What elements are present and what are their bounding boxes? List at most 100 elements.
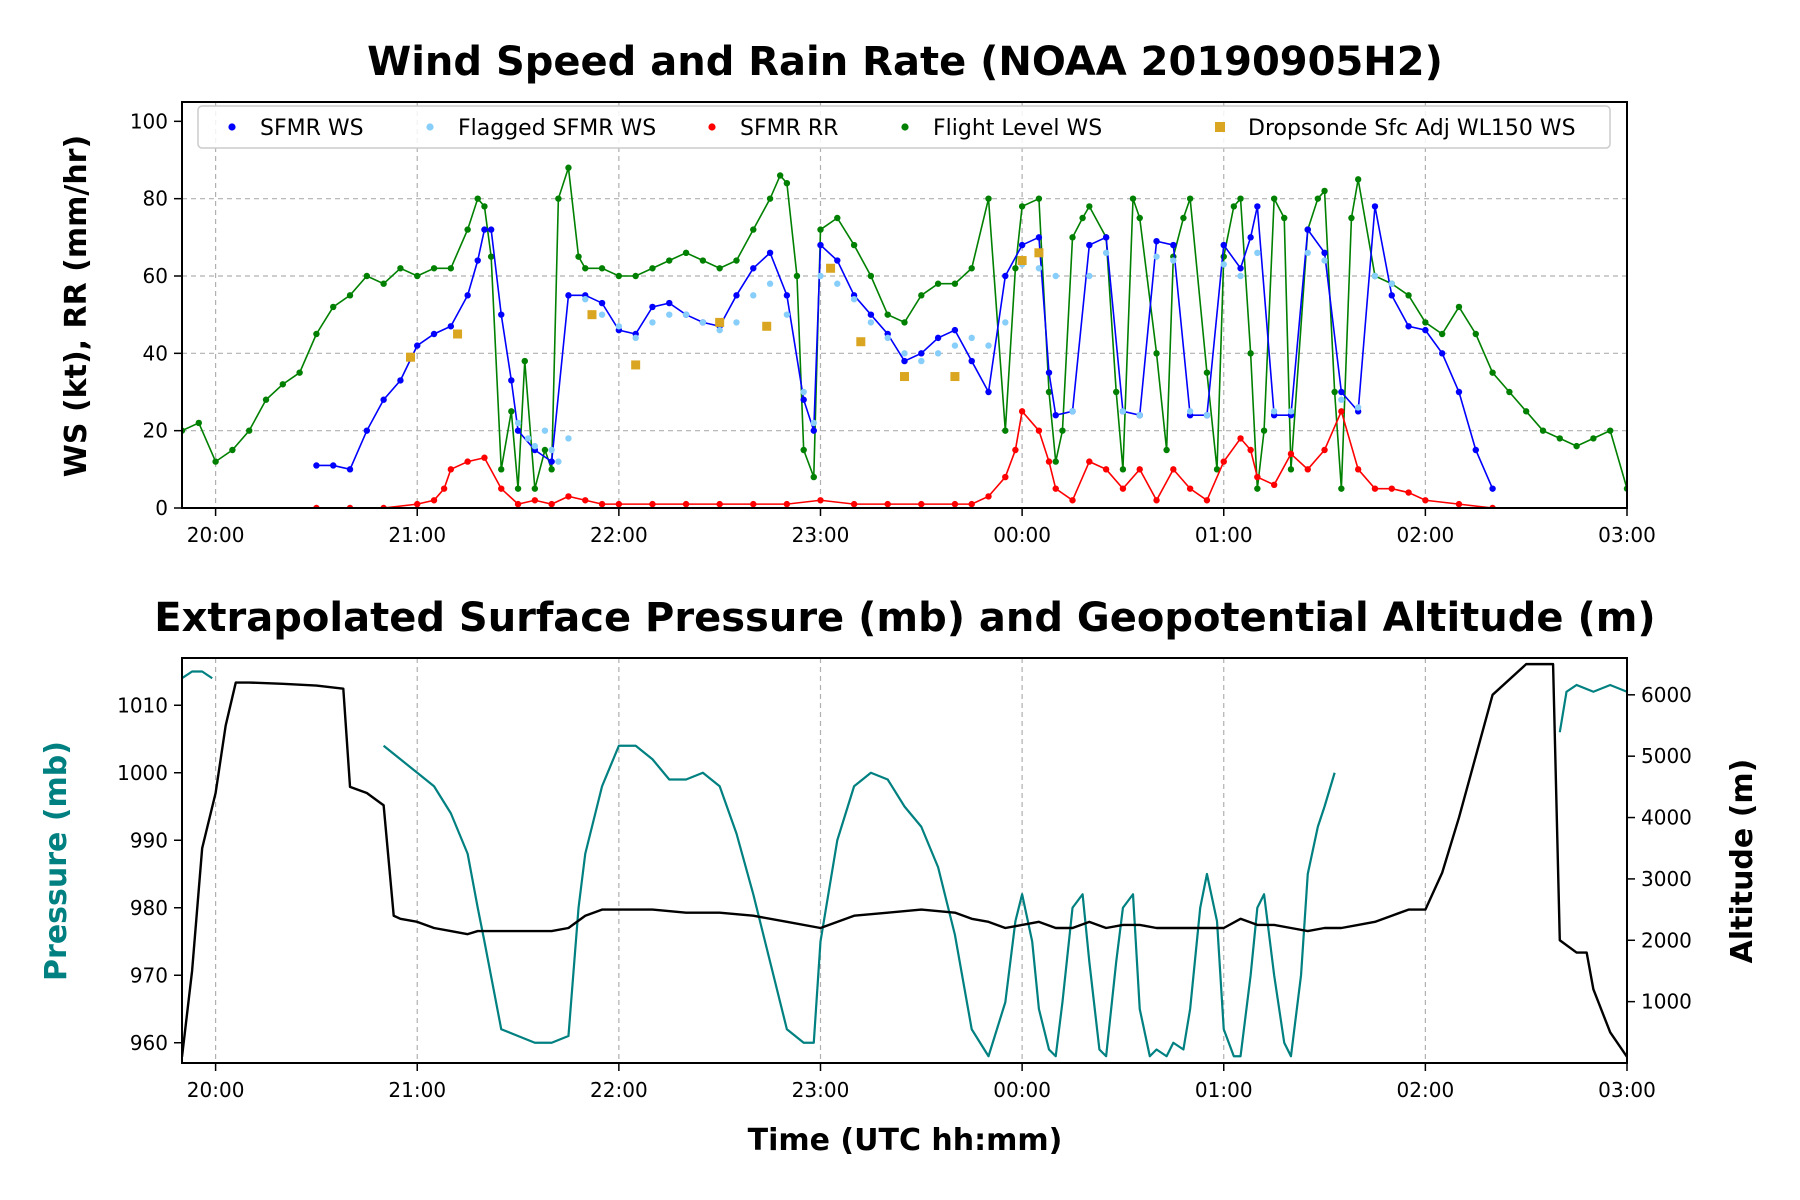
data-point — [682, 500, 690, 508]
data-point — [1237, 265, 1244, 272]
data-point — [968, 500, 975, 508]
data-point — [464, 292, 471, 299]
data-point — [1045, 458, 1053, 465]
data-point — [1136, 214, 1143, 222]
data-point — [1254, 485, 1261, 492]
data-point — [575, 253, 582, 260]
data-point — [430, 497, 438, 504]
pressure-line — [182, 670, 213, 680]
altitude-line — [182, 662, 1627, 1058]
data-point — [1405, 292, 1412, 299]
data-point — [565, 493, 572, 500]
data-point — [330, 303, 337, 311]
data-point — [430, 330, 438, 338]
data-point — [884, 334, 891, 342]
data-point — [487, 226, 495, 233]
data-point — [1170, 466, 1177, 473]
data-point — [548, 500, 555, 508]
data-point — [615, 500, 623, 508]
bottom-x-tick-label: 21:00 — [388, 1078, 446, 1102]
data-point — [649, 319, 656, 326]
data-point — [521, 357, 528, 365]
data-point — [1086, 272, 1093, 280]
data-point — [666, 311, 673, 318]
data-point — [195, 419, 203, 427]
legend-label: Flight Level WS — [933, 116, 1102, 141]
data-point — [582, 265, 589, 272]
data-point — [1354, 176, 1362, 183]
data-point — [850, 500, 858, 508]
data-point — [1203, 497, 1211, 504]
data-point — [1230, 203, 1238, 210]
data-point — [901, 319, 908, 326]
data-point — [548, 466, 555, 473]
data-point — [1102, 249, 1110, 256]
data-point — [901, 357, 908, 365]
data-point — [380, 280, 387, 287]
series-sfmr-rr — [313, 408, 1496, 508]
data-point — [1388, 292, 1395, 299]
dropsonde-point — [587, 310, 597, 320]
data-point — [1455, 388, 1463, 396]
data-point — [1254, 473, 1261, 481]
data-point — [279, 381, 287, 388]
data-point — [1321, 249, 1328, 256]
top-y-tick-label: 0 — [155, 496, 168, 520]
data-point — [1045, 369, 1053, 376]
data-point — [766, 249, 774, 256]
dropsonde-point — [900, 372, 909, 382]
data-point — [414, 272, 421, 280]
legend-marker — [228, 123, 236, 131]
data-point — [1059, 427, 1066, 434]
data-point — [867, 311, 875, 318]
data-point — [229, 446, 236, 454]
data-point — [1472, 446, 1479, 454]
top-y-tick-label: 100 — [130, 109, 168, 133]
data-point — [531, 497, 539, 504]
bottom-y-tick-label: 970 — [130, 963, 168, 987]
data-point — [313, 462, 320, 469]
data-point — [1035, 427, 1043, 434]
data-point — [934, 280, 942, 287]
data-point — [1035, 265, 1043, 272]
series-flight-level-ws — [182, 164, 1627, 492]
data-point — [1260, 427, 1268, 434]
data-point — [1304, 226, 1311, 233]
dropsonde-point — [715, 317, 725, 327]
bottom-x-tick-label: 01:00 — [1195, 1078, 1253, 1102]
data-point — [598, 500, 606, 508]
data-point — [733, 319, 740, 326]
data-point — [514, 427, 522, 434]
data-point — [498, 311, 505, 318]
bottom-right-y-tick-label: 2000 — [1641, 928, 1692, 952]
top-chart-y-label: WS (kt), RR (mm/hr) — [59, 135, 94, 477]
data-point — [1422, 326, 1429, 334]
data-point — [464, 226, 471, 233]
data-point — [531, 442, 539, 450]
data-point — [346, 292, 354, 299]
data-point — [968, 357, 975, 365]
data-point — [447, 265, 455, 272]
data-point — [1045, 388, 1053, 396]
top-chart-y-ticks: 0 20 40 60 80 100 — [130, 109, 182, 520]
data-point — [1203, 369, 1211, 376]
data-point — [1321, 187, 1328, 195]
data-point — [1321, 446, 1328, 454]
data-point — [1254, 203, 1261, 210]
data-point — [1153, 497, 1160, 504]
data-point — [951, 342, 959, 349]
data-point — [1086, 241, 1093, 249]
top-x-tick-label: 00:00 — [993, 523, 1051, 547]
data-point — [968, 265, 975, 272]
data-point — [1002, 319, 1009, 326]
data-point — [1371, 203, 1379, 210]
data-point — [1203, 412, 1211, 419]
data-point — [1086, 458, 1093, 465]
top-chart-frame — [181, 101, 1628, 509]
data-point — [649, 265, 656, 272]
data-point — [733, 292, 740, 299]
data-point — [632, 272, 639, 280]
data-point — [1304, 249, 1311, 256]
legend-label: Dropsonde Sfc Adj WL150 WS — [1248, 116, 1576, 141]
